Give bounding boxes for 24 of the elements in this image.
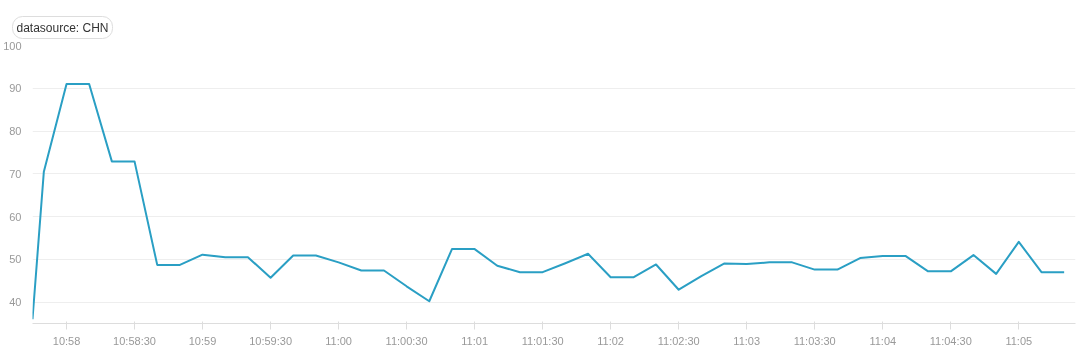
y-tick-label: 100 <box>3 39 22 52</box>
x-tick-label: 11:03:30 <box>793 334 836 347</box>
x-tick-label: 11:02:30 <box>657 334 700 347</box>
x-tick-label: 11:00 <box>325 334 352 347</box>
line-series <box>32 82 1066 321</box>
y-tick-label: 90 <box>9 82 22 95</box>
x-tick-label: 11:05 <box>1005 334 1033 347</box>
y-tick-label: 80 <box>9 125 22 138</box>
x-tick-label: 11:01:30 <box>521 334 564 347</box>
y-tick-label: 50 <box>9 253 22 266</box>
x-tick-label: 10:58:30 <box>113 334 156 347</box>
x-tick-label: 11:03 <box>733 334 761 347</box>
x-tick-label: 10:59 <box>188 334 217 347</box>
x-tick-label: 11:04 <box>869 334 897 347</box>
x-tick-label: 10:59:30 <box>249 334 293 347</box>
x-tick-label: 11:01 <box>461 334 489 347</box>
x-tick-label: 10:58 <box>52 334 81 347</box>
y-tick-label: 60 <box>9 210 22 223</box>
chart-title: datasource: CHN <box>16 20 109 35</box>
x-tick-label: 11:02 <box>597 334 625 347</box>
x-tick-label: 11:00:30 <box>385 334 428 347</box>
y-tick-label: 70 <box>9 167 22 180</box>
y-tick-label: 40 <box>9 296 22 309</box>
x-tick-label: 11:04:30 <box>929 334 972 347</box>
